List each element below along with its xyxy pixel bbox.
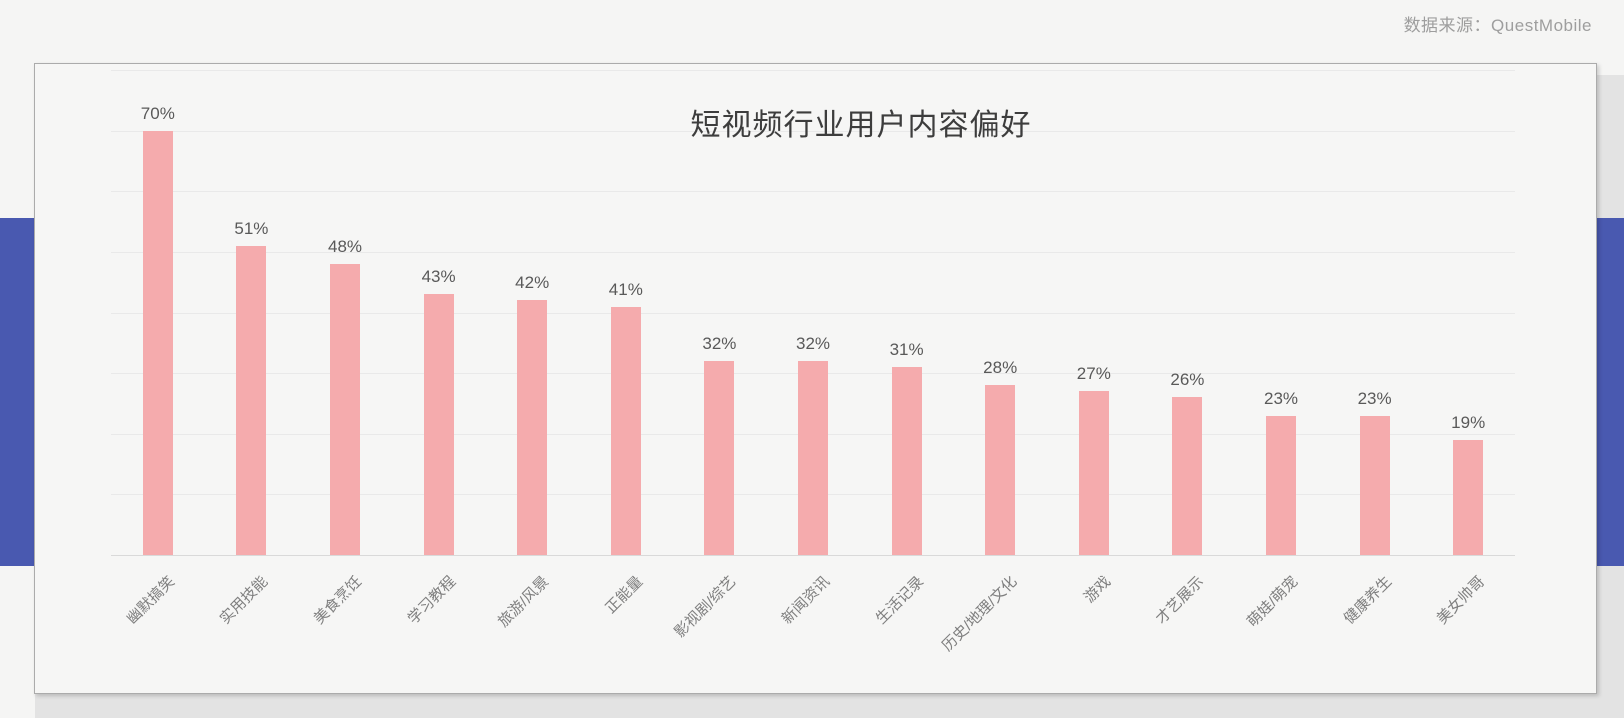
value-label: 43% xyxy=(421,267,456,287)
gridline-40% xyxy=(111,312,1515,314)
bar xyxy=(1359,415,1390,555)
category-label: 萌娃/萌宠 xyxy=(1243,573,1302,631)
bar xyxy=(891,367,922,555)
bar xyxy=(330,264,360,555)
category-label: 历史/地理/文化 xyxy=(938,573,1021,655)
category-label: 影视剧/综艺 xyxy=(671,573,740,642)
value-label: 26% xyxy=(1170,370,1205,390)
canvas-bottom-strip xyxy=(35,694,1624,718)
category-label: 幽默搞笑 xyxy=(123,573,178,628)
category-label: 游戏 xyxy=(1080,573,1114,607)
bar xyxy=(1078,391,1109,555)
bar xyxy=(798,361,828,555)
bar xyxy=(1266,415,1296,555)
category-label: 旅游/风景 xyxy=(494,573,553,631)
value-label: 23% xyxy=(1263,388,1299,408)
category-label: 健康养生 xyxy=(1340,573,1395,628)
value-label: 42% xyxy=(515,273,550,293)
value-label: 19% xyxy=(1451,412,1486,432)
value-label: 51% xyxy=(234,218,269,238)
gridline-60% xyxy=(111,191,1515,193)
chart-title: 短视频行业用户内容偏好 xyxy=(690,109,1032,142)
data-source-label: 数据来源：QuestMobile xyxy=(1403,16,1592,35)
bar xyxy=(517,300,548,555)
bar xyxy=(236,245,267,555)
value-label: 48% xyxy=(327,237,363,257)
gridline-70% xyxy=(111,130,1515,132)
bar xyxy=(985,385,1016,555)
value-label: 32% xyxy=(795,334,831,354)
bar xyxy=(142,130,173,555)
bar xyxy=(423,294,454,555)
chart-card: 短视频行业用户内容偏好 70% 幽默搞笑 51% 实用技能 48% 美食烹饪 43% 学习教程… xyxy=(34,63,1597,694)
accent-band-right xyxy=(1597,218,1624,566)
value-label: 28% xyxy=(983,358,1018,378)
gridline-80% xyxy=(111,70,1515,72)
bar xyxy=(610,306,641,555)
bar xyxy=(1453,439,1484,555)
value-label: 70% xyxy=(140,103,175,123)
category-label: 生活记录 xyxy=(872,573,927,628)
category-label: 正能量 xyxy=(602,573,646,617)
value-label: 27% xyxy=(1076,364,1111,384)
category-label: 美女帅哥 xyxy=(1433,573,1489,628)
x-axis-line xyxy=(111,555,1515,556)
bar xyxy=(704,361,735,555)
value-label: 23% xyxy=(1357,388,1392,408)
accent-band-left xyxy=(0,218,34,566)
category-label: 实用技能 xyxy=(217,573,272,628)
category-label: 新闻资讯 xyxy=(778,573,834,628)
plot-area: 70% 幽默搞笑 51% 实用技能 48% 美食烹饪 43% 学习教程 42% 旅游/风景 41% 正… xyxy=(35,64,1596,693)
category-label: 美食烹饪 xyxy=(310,573,366,628)
value-label: 31% xyxy=(889,340,924,360)
value-label: 32% xyxy=(702,334,737,354)
category-label: 才艺展示 xyxy=(1153,573,1208,628)
bar xyxy=(1172,397,1203,555)
gridline-50% xyxy=(111,252,1515,253)
value-label: 41% xyxy=(608,279,643,299)
category-label: 学习教程 xyxy=(404,573,459,628)
